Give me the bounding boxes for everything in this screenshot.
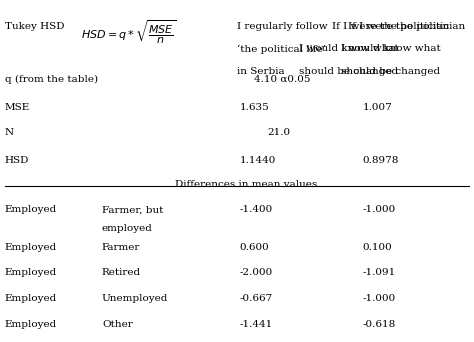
Text: q (from the table): q (from the table) (5, 75, 98, 84)
Text: in Serbia: in Serbia (237, 67, 284, 76)
Text: Tukey HSD: Tukey HSD (5, 22, 64, 31)
Text: -1.091: -1.091 (363, 268, 396, 277)
Text: 0.100: 0.100 (363, 243, 392, 252)
Text: If I were the politician: If I were the politician (348, 22, 465, 31)
Text: -2.000: -2.000 (239, 268, 273, 277)
Text: should be changed: should be changed (299, 67, 398, 76)
Text: Retired: Retired (102, 268, 141, 277)
Text: -0.667: -0.667 (239, 294, 273, 303)
Text: Employed: Employed (5, 294, 57, 303)
Text: 4.10 α0.05: 4.10 α0.05 (254, 75, 310, 84)
Text: MSE: MSE (5, 103, 30, 111)
Text: -1.000: -1.000 (363, 205, 396, 214)
Text: HSD: HSD (5, 156, 29, 165)
Text: 1.007: 1.007 (363, 103, 392, 111)
Text: $HSD = q * \sqrt{\dfrac{MSE}{n}}$: $HSD = q * \sqrt{\dfrac{MSE}{n}}$ (81, 19, 176, 47)
Text: Differences in mean values: Differences in mean values (175, 180, 318, 188)
Text: Employed: Employed (5, 243, 57, 252)
Text: -1.000: -1.000 (363, 294, 396, 303)
Text: Employed: Employed (5, 320, 57, 329)
Text: N: N (5, 128, 14, 137)
Text: 21.0: 21.0 (268, 128, 291, 137)
Text: 1.1440: 1.1440 (239, 156, 276, 165)
Text: If I were the politician: If I were the politician (332, 22, 450, 31)
Text: -1.400: -1.400 (239, 205, 273, 214)
Text: 0.600: 0.600 (239, 243, 269, 252)
Text: I would know what: I would know what (299, 44, 398, 53)
Text: 1.635: 1.635 (239, 103, 269, 111)
Text: employed: employed (102, 224, 153, 233)
Text: I would know what: I would know what (341, 44, 441, 53)
Text: Unemployed: Unemployed (102, 294, 168, 303)
Text: Employed: Employed (5, 205, 57, 214)
Text: Farmer: Farmer (102, 243, 140, 252)
Text: I regularly follow: I regularly follow (237, 22, 328, 31)
Text: 0.8978: 0.8978 (363, 156, 399, 165)
Text: -0.618: -0.618 (363, 320, 396, 329)
Text: should be changed: should be changed (341, 67, 441, 76)
Text: -1.441: -1.441 (239, 320, 273, 329)
Text: Employed: Employed (5, 268, 57, 277)
Text: Farmer, but: Farmer, but (102, 205, 163, 214)
Text: Other: Other (102, 320, 133, 329)
Text: ‘the political life’: ‘the political life’ (237, 44, 326, 54)
